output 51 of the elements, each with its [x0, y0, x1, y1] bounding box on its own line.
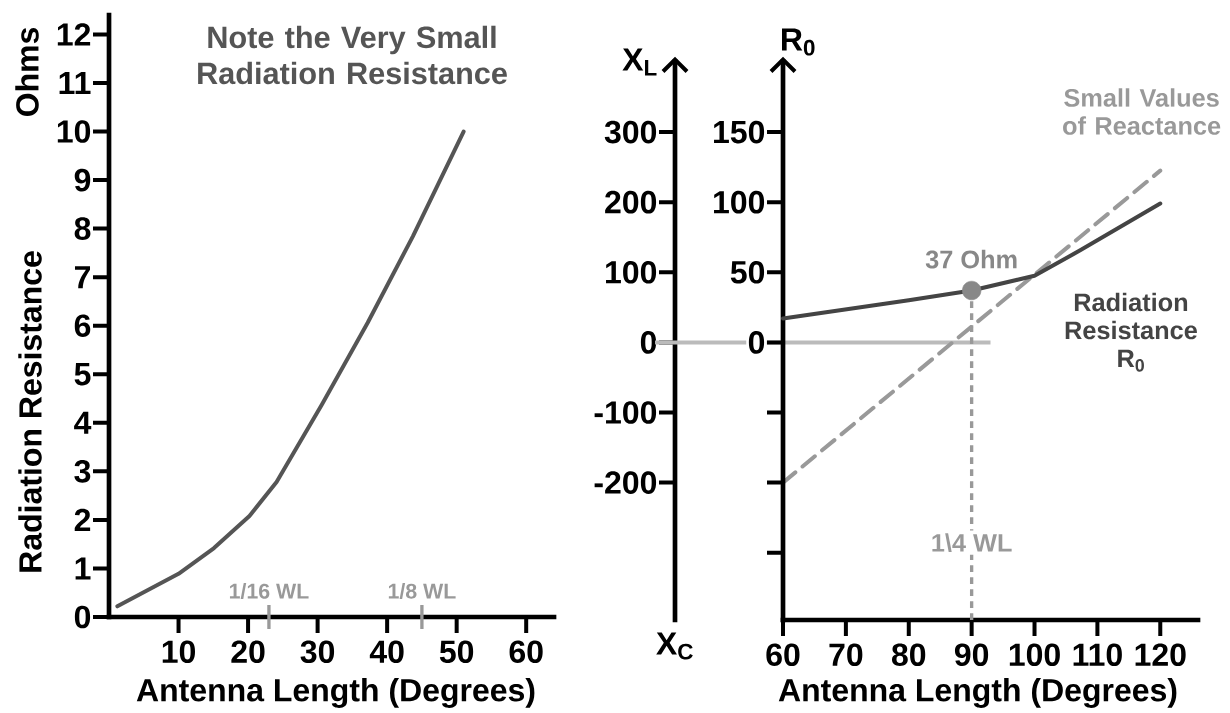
text: Note the Very Small Radiation Resistance	[198, 25, 507, 85]
x-tick-label: 60	[509, 640, 543, 664]
y-tick-label: 1	[75, 557, 91, 580]
y2-tick-label: 150	[714, 120, 765, 144]
y2-axis-title: R$_{0}$	[782, 28, 815, 56]
x-axis-title: Antenna Length (Degrees)	[136, 678, 535, 708]
x-tick-label: 20	[231, 640, 265, 664]
x-tick-label: 90	[954, 643, 989, 667]
x-tick-label: 80	[891, 643, 926, 667]
y2-tick-label: 0	[748, 331, 765, 354]
y-tick-label: 2	[74, 508, 91, 532]
x-tick-label: 70	[829, 643, 863, 667]
x-tick-label: 30	[300, 640, 335, 664]
y-tick-label: 8	[74, 217, 91, 240]
y-tick-label: -200	[594, 471, 657, 494]
y-tick-label: 7	[74, 266, 91, 289]
x-tick-label: 40	[369, 640, 404, 664]
y-tick-label: 11	[59, 71, 91, 94]
y-tick-label: 9	[74, 168, 91, 192]
y-tick-label: 6	[74, 314, 91, 338]
annotation: 37 Ohm	[925, 249, 1017, 269]
text: Ohms	[15, 27, 39, 117]
y-axis-title: X$_{L}$	[622, 48, 657, 76]
x-tick-label: 120	[1135, 643, 1186, 667]
x-axis-title: Antenna Length (Degrees)	[778, 678, 1177, 708]
y-tick-label: -100	[594, 401, 657, 424]
x-tick-label: 50	[439, 640, 474, 664]
y2-tick-label: 100	[714, 190, 765, 214]
y-tick-label: 0	[74, 605, 91, 629]
y-tick-label: 100	[606, 260, 657, 284]
ref-line-label: 1/8 WL	[388, 583, 456, 599]
ref-line-label: 1\4 WL	[932, 533, 1012, 553]
y-tick-label: 200	[605, 190, 657, 214]
ref-line-label: 1/16 WL	[229, 583, 309, 599]
y-tick-label: 0	[640, 331, 657, 354]
series-label: Radiation Resistance R$_{0}$	[1065, 292, 1197, 372]
line-series	[115, 129, 466, 609]
text: X$_{C}$	[656, 632, 693, 660]
y-tick-label: 3	[74, 460, 91, 483]
text: Small Values of Reactance	[1063, 88, 1221, 135]
y-tick-label: 12	[57, 23, 91, 46]
x-tick-label: 10	[162, 640, 196, 664]
x-tick-label: 100	[1009, 643, 1060, 667]
x-tick-label: 60	[766, 643, 800, 667]
y-tick-label: 300	[604, 120, 657, 144]
y-tick-label: 10	[57, 120, 91, 143]
y2-tick-label: 50	[730, 260, 765, 284]
y-tick-label: 4	[74, 411, 92, 434]
y-axis-title: Radiation Resistance	[18, 251, 42, 572]
x-tick-label: 110	[1073, 643, 1122, 667]
y-tick-label: 5	[74, 363, 91, 386]
